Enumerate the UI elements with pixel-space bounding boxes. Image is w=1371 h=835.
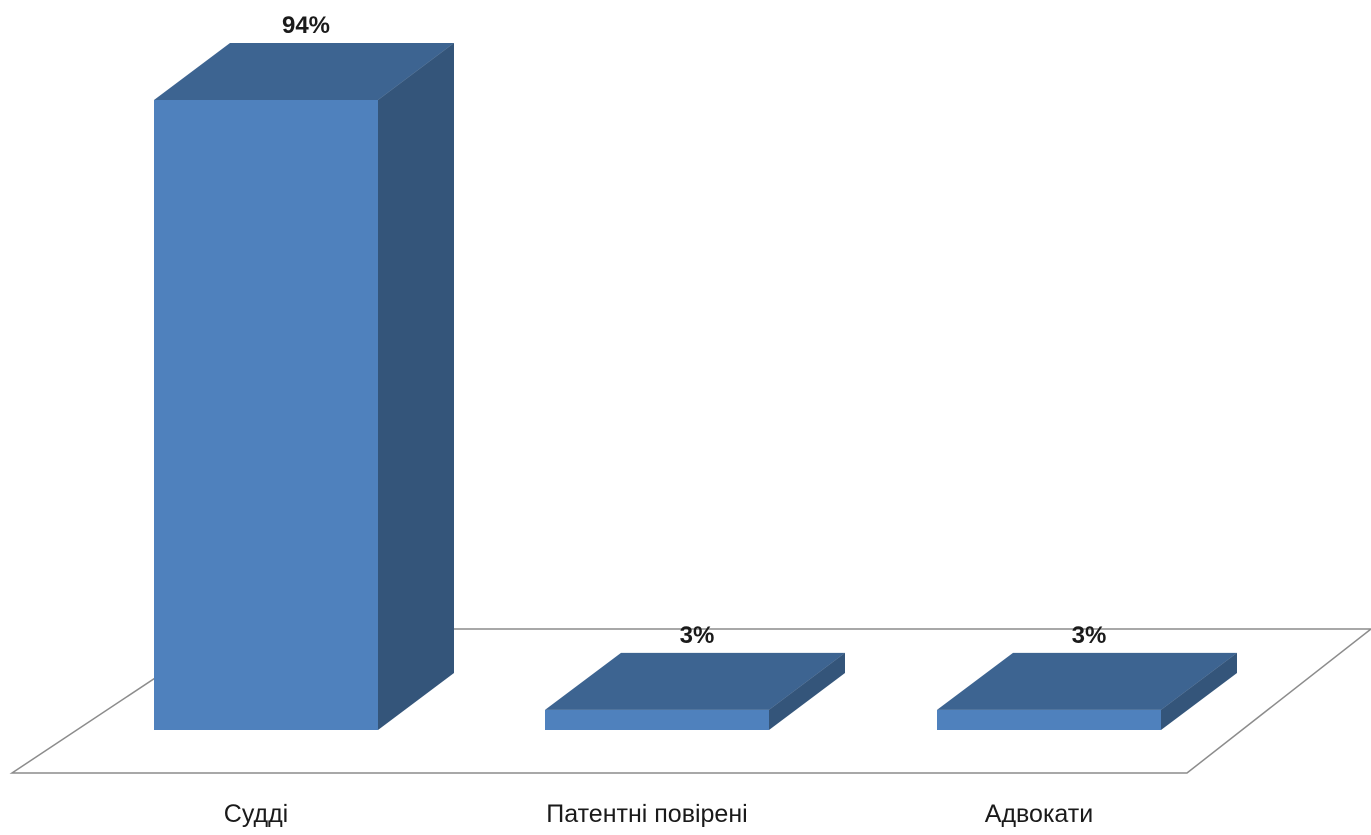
bar-top — [154, 43, 454, 100]
bar-2 — [545, 652, 845, 730]
bar-front — [154, 100, 378, 730]
bar-front — [545, 709, 769, 730]
bar-3 — [937, 652, 1237, 730]
chart-bars — [154, 43, 1237, 730]
data-label: 94% — [282, 12, 330, 39]
category-label: Патентні повірені — [546, 800, 747, 828]
data-label: 3% — [680, 622, 715, 649]
chart-labels: 94% Судді 3% Патентні повірені 3% Адвокати — [224, 12, 1107, 828]
bar-1 — [154, 43, 454, 730]
bar-side — [769, 652, 845, 730]
data-label: 3% — [1072, 622, 1107, 649]
bar-front — [937, 709, 1161, 730]
bar-top — [545, 652, 845, 710]
bar-side — [378, 43, 454, 730]
category-label: Адвокати — [985, 800, 1093, 828]
category-label: Судді — [224, 800, 288, 828]
bar-top — [937, 652, 1237, 710]
bar-side — [1161, 652, 1237, 730]
